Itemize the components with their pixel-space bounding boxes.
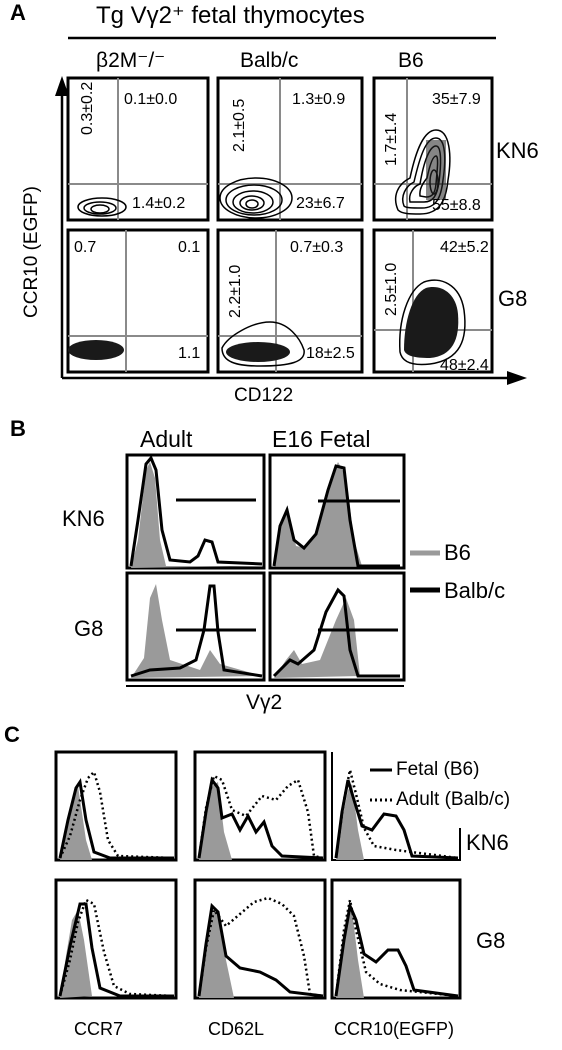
row-label-a-g8: G8 bbox=[498, 286, 528, 311]
contour-kn6-b2m bbox=[77, 197, 127, 217]
col-header-b2m: β2M⁻/⁻ bbox=[96, 49, 166, 72]
hist-c-g8-ccr10 bbox=[330, 878, 462, 1000]
hist-b-kn6-adult bbox=[125, 453, 266, 570]
c-x-label-ccr10: CCR10(EGFP) bbox=[334, 1019, 455, 1039]
contour-g8-balbc bbox=[221, 321, 305, 367]
stat-g8-b2m-ur: 0.1 bbox=[178, 239, 201, 256]
stat-kn6-b6-ul: 1.7±1.4 bbox=[383, 112, 400, 166]
c-row-label-g8: G8 bbox=[476, 928, 506, 953]
b-x-axis-label: Vγ2 bbox=[246, 691, 283, 714]
stat-g8-b6-ul: 2.5±1.0 bbox=[383, 262, 400, 316]
col-header-balbc: Balb/c bbox=[240, 49, 299, 72]
panel-c-letter: C bbox=[4, 722, 20, 747]
hist-c-kn6-cd62l bbox=[193, 750, 327, 862]
stat-g8-b2m-ul: 0.7 bbox=[74, 239, 97, 256]
b-col-header-fetal: E16 Fetal bbox=[272, 426, 371, 452]
legend-balbc-label: Balb/c bbox=[444, 578, 506, 603]
a-y-arrow bbox=[55, 76, 69, 96]
c-row-label-kn6: KN6 bbox=[466, 830, 509, 855]
stat-kn6-b2m-lr: 1.4±0.2 bbox=[132, 195, 186, 212]
hist-b-kn6-fetal bbox=[268, 453, 406, 570]
stat-kn6-b2m-ul: 0.3±0.2 bbox=[79, 81, 96, 135]
panel-a-title: Tg Vγ2⁺ fetal thymocytes bbox=[96, 2, 365, 29]
a-x-arrow bbox=[507, 371, 527, 385]
plot-kn6-b6 bbox=[372, 76, 494, 222]
a-y-axis-label: CCR10 (EGFP) bbox=[21, 186, 42, 318]
hist-b-g8-adult bbox=[125, 571, 266, 682]
panel-a-letter: A bbox=[10, 0, 26, 25]
stat-g8-b2m-lr: 1.1 bbox=[178, 345, 201, 362]
hist-c-kn6-ccr7 bbox=[54, 750, 178, 862]
hist-c-g8-cd62l bbox=[193, 878, 327, 1000]
row-label-a-kn6: KN6 bbox=[496, 138, 539, 163]
c-x-label-cd62l: CD62L bbox=[208, 1019, 265, 1039]
b-row-label-g8: G8 bbox=[74, 616, 104, 641]
plot-g8-balbc bbox=[216, 228, 364, 374]
legend-b6-label: B6 bbox=[444, 540, 471, 565]
hist-b-g8-fetal bbox=[268, 571, 406, 682]
hist-c-kn6-ccr10 bbox=[331, 752, 461, 861]
legend-fetal-label: Fetal (B6) bbox=[396, 759, 480, 780]
contour-g8-b2m bbox=[68, 340, 124, 360]
b-row-label-kn6: KN6 bbox=[62, 506, 105, 531]
stat-kn6-balbc-lr: 23±6.7 bbox=[296, 195, 345, 212]
plot-kn6-balbc bbox=[216, 76, 364, 222]
plot-kn6-b2m bbox=[66, 76, 210, 222]
stat-kn6-b6-lr: 55±8.8 bbox=[432, 197, 481, 214]
plot-g8-b2m bbox=[66, 228, 210, 374]
plot-g8-b6 bbox=[372, 228, 494, 374]
stat-g8-balbc-ul: 2.2±1.0 bbox=[227, 264, 244, 318]
stat-kn6-b2m-ur: 0.1±0.0 bbox=[124, 91, 178, 108]
stat-kn6-balbc-ul: 2.1±0.5 bbox=[231, 98, 248, 152]
stat-kn6-b6-ur: 35±7.9 bbox=[432, 91, 481, 108]
col-header-b6: B6 bbox=[398, 49, 424, 72]
panel-b-letter: B bbox=[10, 416, 26, 441]
hist-c-g8-ccr7 bbox=[54, 878, 178, 1000]
contour-kn6-balbc bbox=[219, 177, 293, 219]
c-x-label-ccr7: CCR7 bbox=[74, 1019, 124, 1039]
stat-kn6-balbc-ur: 1.3±0.9 bbox=[292, 91, 346, 108]
stat-g8-balbc-lr: 18±2.5 bbox=[306, 345, 355, 362]
contour-g8-b6 bbox=[399, 279, 466, 366]
a-x-axis-label: CD122 bbox=[234, 385, 294, 406]
stat-g8-b6-ur: 42±5.2 bbox=[440, 239, 489, 256]
b-col-header-adult: Adult bbox=[140, 426, 193, 452]
legend-adult-label: Adult (Balb/c) bbox=[396, 789, 511, 810]
stat-g8-balbc-ur: 0.7±0.3 bbox=[290, 239, 344, 256]
stat-g8-b6-lr: 48±2.4 bbox=[440, 357, 489, 374]
